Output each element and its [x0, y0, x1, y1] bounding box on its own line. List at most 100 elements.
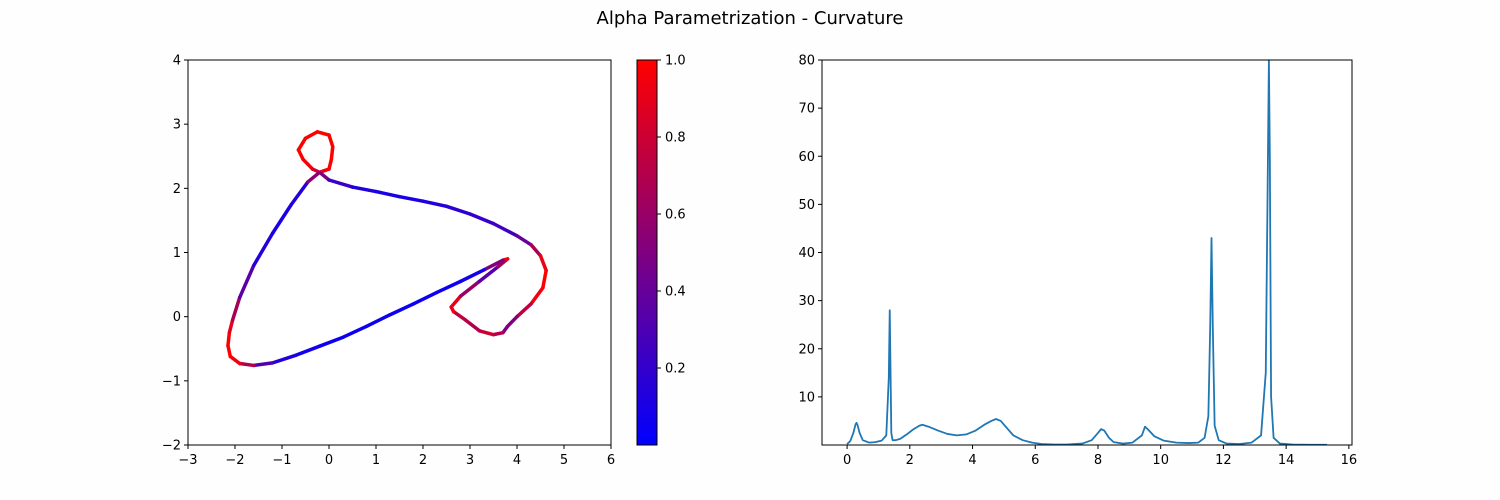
curve-segment: [435, 279, 463, 295]
y-tick-label: 50: [798, 198, 815, 213]
figure-title: Alpha Parametrization - Curvature: [597, 8, 904, 29]
curve-segment: [444, 204, 472, 216]
curve-segment: [237, 263, 256, 300]
curve-segment: [252, 231, 275, 268]
right-plot-frame: [821, 59, 1353, 446]
curve-segment: [296, 136, 308, 152]
curve-segment: [541, 268, 548, 290]
curve-segment: [463, 318, 482, 333]
curve-segment: [515, 302, 533, 319]
x-tick-label: 4: [513, 453, 521, 468]
curve-segment: [237, 361, 256, 368]
curve-segment: [364, 312, 392, 329]
curve-segment: [315, 130, 331, 137]
curve-segment: [270, 353, 298, 365]
curve-segment: [458, 268, 486, 284]
curve-segment: [227, 318, 235, 335]
curve-segment: [294, 344, 322, 357]
y-tick-label: 70: [798, 102, 815, 117]
curve-segment: [477, 329, 496, 337]
left-plot-frame: [187, 59, 612, 446]
x-tick-label: 5: [560, 453, 568, 468]
curve-segment: [529, 286, 545, 306]
left-y-axis: −2 −1 0 1 2 3 4: [162, 54, 188, 454]
x-tick-label: 16: [1341, 453, 1358, 468]
curve-segment: [296, 148, 305, 162]
x-tick-label: 2: [419, 453, 427, 468]
x-tick-label: 8: [1094, 453, 1102, 468]
y-tick-label: 4: [173, 54, 181, 69]
curve-segment: [226, 330, 232, 348]
curve-segment: [411, 290, 439, 306]
curve-segment: [317, 335, 345, 348]
curve-segment: [491, 221, 519, 238]
curve-segment: [505, 314, 519, 329]
curve-segment: [388, 302, 416, 317]
curve-segment: [226, 343, 233, 359]
curve-segment: [252, 361, 275, 368]
curve-segment: [230, 295, 242, 322]
curve-segment: [270, 202, 294, 235]
colorbar-frame: [636, 59, 658, 446]
colorbar-tick-label: 1.0: [665, 54, 686, 69]
y-tick-label: −2: [162, 439, 181, 454]
y-tick-label: 2: [173, 182, 181, 197]
curve-segment: [350, 185, 378, 194]
y-tick-label: 0: [173, 310, 181, 325]
y-tick-label: 30: [798, 294, 815, 309]
colorbar-tick-label: 0.2: [665, 362, 686, 377]
x-tick-label: 0: [843, 453, 851, 468]
y-tick-label: −1: [162, 374, 181, 389]
curve-segment: [397, 194, 425, 203]
x-tick-label: 12: [1215, 453, 1232, 468]
x-tick-label: 6: [1031, 453, 1039, 468]
y-tick-label: 60: [798, 150, 815, 165]
right-plot-background: [822, 60, 1352, 445]
curve-segment: [421, 199, 449, 209]
curve-segment: [538, 253, 548, 273]
curve-segment: [301, 157, 315, 171]
curve-segment: [451, 309, 468, 322]
right-plot: 0 2 4 6 8 10 12 14 16 10 20 30 40 50 60 70 80: [798, 54, 1357, 469]
colorbar: 0.2 0.4 0.6 0.8 1.0: [636, 54, 686, 446]
curve-segment: [317, 170, 331, 182]
right-y-axis: 10 20 30 40 50 60 70 80: [798, 54, 822, 405]
curve-segment: [458, 279, 482, 298]
curve-segment: [341, 324, 369, 339]
x-tick-label: 6: [607, 453, 615, 468]
parametric-curve: [226, 130, 548, 368]
curve-segment: [306, 170, 322, 184]
left-plot-background: [188, 60, 611, 445]
x-tick-label: 2: [906, 453, 914, 468]
x-tick-label: 4: [968, 453, 976, 468]
curve-segment: [303, 130, 319, 141]
x-tick-label: −2: [225, 453, 244, 468]
x-tick-label: 3: [466, 453, 474, 468]
x-tick-label: 0: [325, 453, 333, 468]
colorbar-axis: 0.2 0.4 0.6 0.8 1.0: [657, 54, 686, 377]
y-tick-label: 3: [173, 118, 181, 133]
curve-segment: [374, 189, 402, 199]
x-tick-label: 10: [1152, 453, 1169, 468]
y-tick-label: 80: [798, 54, 815, 69]
curve-segment: [529, 243, 543, 258]
curve-segment: [477, 264, 500, 284]
colorbar-tick-label: 0.4: [665, 285, 686, 300]
curve-segment: [468, 212, 496, 226]
x-tick-label: 14: [1278, 453, 1295, 468]
curve-segment: [327, 178, 355, 189]
curve-segment: [482, 258, 505, 272]
y-tick-label: 10: [798, 390, 815, 405]
curve-segment: [449, 294, 463, 309]
left-x-axis: −3 −2 −1 0 1 2 3 4 5 6: [178, 445, 615, 468]
colorbar-tick-label: 0.8: [665, 131, 686, 146]
right-x-axis: 0 2 4 6 8 10 12 14 16: [843, 445, 1357, 468]
curve-segment: [228, 354, 242, 366]
colorbar-tick-label: 0.6: [665, 208, 686, 223]
curve-segment: [329, 144, 335, 162]
y-tick-label: 20: [798, 342, 815, 357]
y-tick-label: 1: [173, 246, 181, 261]
curve-segment: [327, 133, 335, 149]
